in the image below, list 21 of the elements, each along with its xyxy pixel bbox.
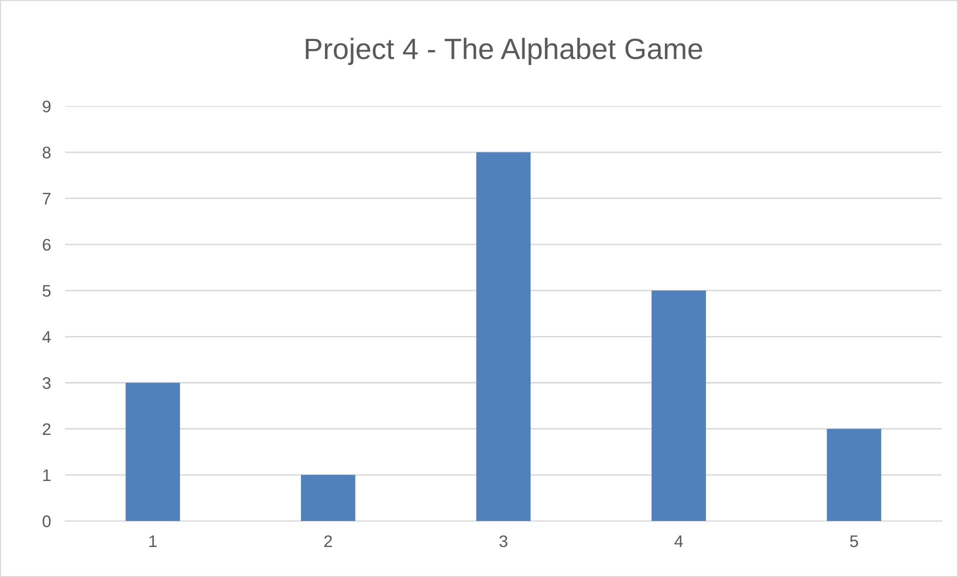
x-tick-label: 4 — [674, 536, 683, 547]
y-tick-label: 5 — [42, 285, 51, 297]
bar — [476, 152, 531, 522]
y-tick-label: 9 — [42, 100, 50, 112]
y-tick-label: 6 — [42, 238, 51, 251]
y-tick-label: 2 — [42, 423, 50, 435]
y-tick-label: 1 — [43, 470, 50, 481]
y-tick-label: 8 — [42, 146, 51, 158]
bar — [652, 290, 706, 522]
y-tick-label: 0 — [42, 515, 51, 528]
y-tick-label: 3 — [42, 377, 51, 389]
chart-title: Project 4 - The Alphabet Game — [306, 38, 702, 65]
bar — [300, 474, 356, 522]
bar — [826, 428, 882, 522]
x-tick-label: 5 — [850, 536, 858, 548]
x-tick-label: 2 — [324, 535, 332, 547]
y-tick-label: 4 — [42, 331, 51, 343]
bar — [126, 382, 180, 522]
y-tick-label: 7 — [42, 192, 50, 204]
x-tick-label: 1 — [149, 536, 157, 547]
x-tick-label: 3 — [499, 535, 508, 548]
